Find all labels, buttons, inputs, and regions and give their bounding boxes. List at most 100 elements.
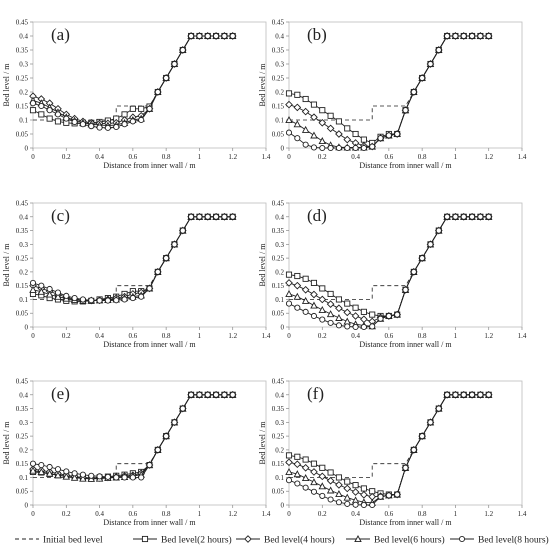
- y-tick-label: 0.35: [16, 227, 29, 235]
- x-tick-label: 0.8: [418, 332, 427, 340]
- data-point-circle: [285, 477, 293, 484]
- data-point-triangle: [285, 467, 293, 475]
- data-point-circle: [113, 123, 120, 131]
- data-point-square: [335, 474, 342, 481]
- data-point-square: [360, 485, 367, 492]
- data-point-circle: [385, 492, 392, 499]
- y-tick-label: 0.15: [16, 103, 29, 111]
- data-point-circle: [213, 32, 220, 40]
- x-axis-label: Distance from inner wall / m: [103, 340, 196, 349]
- data-point-circle: [46, 285, 53, 293]
- data-point-diamond: [351, 488, 360, 496]
- series-initial-bed-level: [289, 216, 489, 300]
- series-line: [32, 394, 233, 479]
- data-point-circle: [188, 213, 195, 220]
- series-bed-level-8-hours: [29, 32, 236, 131]
- x-axis-label: Distance from inner wall / m: [103, 161, 196, 170]
- x-tick-label: 0.6: [384, 510, 393, 518]
- data-point-square: [38, 111, 45, 118]
- data-point-circle: [104, 473, 111, 480]
- panel-d: 0 0.05 0.1 0.15 0.2 0.25 0.3 0.35 0.4 0.45 0 0.2 0.4…: [258, 200, 527, 350]
- series-bed-level-6-hours: [285, 390, 493, 506]
- data-point-diamond: [360, 315, 368, 324]
- data-point-circle: [79, 296, 86, 303]
- data-point-triangle: [335, 490, 343, 498]
- x-tick-label: 0.2: [318, 332, 327, 340]
- data-point-circle: [213, 213, 220, 220]
- data-point-circle: [121, 474, 128, 481]
- data-point-circle: [319, 316, 326, 323]
- data-point-triangle: [310, 301, 318, 309]
- data-point-circle: [485, 213, 492, 220]
- data-point-diamond: [310, 290, 318, 299]
- data-point-diamond: [318, 472, 327, 481]
- data-point-square: [294, 272, 301, 280]
- y-tick-label: 0.3: [275, 61, 284, 69]
- data-point-circle: [469, 213, 476, 220]
- x-tick-label: 0.4: [95, 153, 104, 161]
- data-point-circle: [377, 315, 384, 322]
- legend-marker-square: [141, 535, 149, 543]
- data-point-circle: [444, 391, 451, 398]
- series-bed-level-8-hours: [285, 391, 492, 509]
- y-tick-label: 0.1: [275, 117, 284, 125]
- data-point-circle: [377, 493, 384, 500]
- data-point-circle: [29, 279, 37, 286]
- y-tick-label: 0.4: [275, 391, 284, 399]
- x-tick-label: 0: [287, 510, 291, 518]
- series-line: [288, 216, 489, 322]
- plot-area-frame: [32, 380, 267, 506]
- data-point-triangle: [293, 120, 302, 128]
- y-tick-label: 0.1: [19, 474, 28, 482]
- data-point-diamond: [310, 113, 318, 122]
- data-point-circle: [419, 255, 426, 262]
- x-tick-label: 1.2: [228, 510, 237, 518]
- data-point-circle: [327, 319, 334, 326]
- y-tick-label: 0.25: [16, 75, 29, 83]
- data-point-circle: [71, 118, 78, 126]
- x-tick-label: 0.6: [384, 153, 393, 161]
- x-tick-label: 0.4: [351, 332, 360, 340]
- series-bed-level-8-hours: [29, 213, 236, 304]
- y-tick-label: 0.25: [16, 433, 29, 441]
- data-point-circle: [213, 391, 220, 398]
- data-point-triangle: [45, 469, 54, 477]
- data-point-square: [344, 300, 351, 307]
- data-point-triangle: [326, 486, 335, 494]
- data-point-square: [344, 478, 351, 485]
- data-point-square: [335, 118, 342, 125]
- data-point-circle: [352, 501, 359, 508]
- x-tick-label: 0.6: [128, 153, 137, 161]
- series-bed-level-8-hours: [29, 391, 236, 481]
- legend-label: Bed level(4 hours): [264, 535, 335, 546]
- data-point-circle: [163, 74, 170, 82]
- series-line: [289, 394, 489, 478]
- data-point-circle: [285, 300, 293, 307]
- x-tick-label: 1.2: [228, 153, 237, 161]
- data-point-circle: [138, 116, 145, 124]
- y-tick-label: 0.2: [19, 89, 28, 97]
- y-tick-label: 0.3: [19, 419, 28, 427]
- data-point-circle: [38, 282, 45, 289]
- data-point-circle: [302, 308, 309, 315]
- data-point-circle: [129, 474, 136, 481]
- data-point-circle: [377, 135, 384, 142]
- data-point-triangle: [285, 289, 293, 297]
- data-point-circle: [113, 474, 120, 481]
- data-point-square: [327, 469, 334, 476]
- data-point-circle: [104, 124, 111, 131]
- data-point-circle: [477, 391, 484, 398]
- data-point-circle: [229, 213, 236, 220]
- x-tick-label: 0: [287, 153, 291, 161]
- panel-b: 0 0.05 0.1 0.15 0.2 0.25 0.3 0.35 0.4 0.45 0 0.2 0.4…: [258, 19, 527, 171]
- data-point-circle: [310, 312, 318, 320]
- data-point-circle: [96, 124, 103, 131]
- data-point-square: [285, 90, 293, 97]
- plot-area-frame: [32, 202, 267, 328]
- data-point-circle: [369, 143, 376, 150]
- x-tick-label: 1: [198, 510, 202, 518]
- data-point-circle: [79, 121, 86, 128]
- y-tick-label: 0.35: [16, 405, 29, 413]
- series-line: [32, 394, 233, 480]
- panel-f: 0 0.05 0.1 0.15 0.2 0.25 0.3 0.35 0.4 0.45 0 0.2 0.4…: [258, 378, 527, 528]
